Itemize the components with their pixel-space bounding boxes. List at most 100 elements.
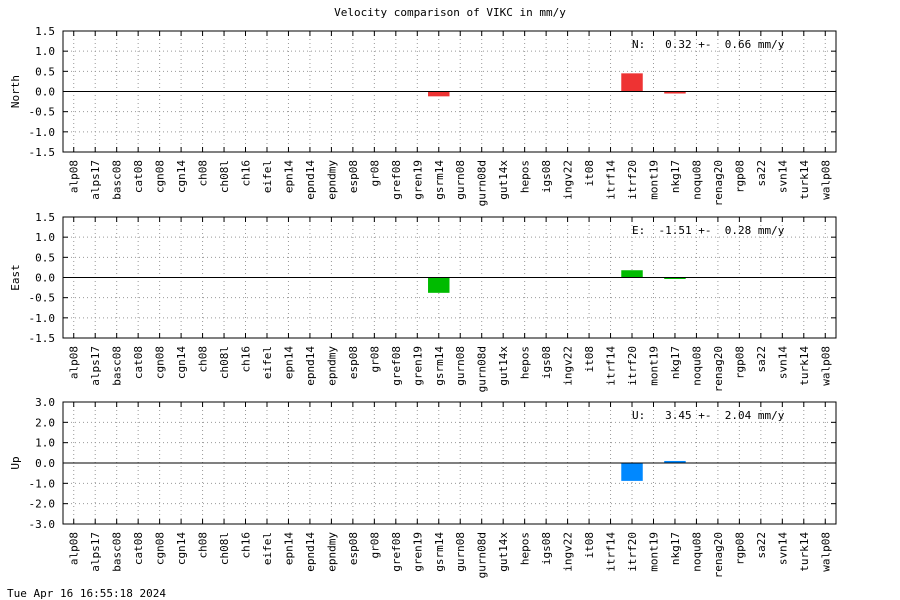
chart-2-xtick-label: gr08 xyxy=(368,532,381,559)
chart-0-xtick-label: nkg17 xyxy=(669,160,682,193)
chart-0-xtick-label: gurn08 xyxy=(454,160,467,200)
chart-2-bar-nkg17 xyxy=(664,460,686,463)
chart-0-xtick-label: eifel xyxy=(261,160,274,193)
chart-2-xtick-label: ch16 xyxy=(240,532,253,559)
chart-0-bar-itrf20 xyxy=(621,73,643,92)
chart-2-xtick-label: eifel xyxy=(261,532,274,565)
chart-1-ytick-label: -1.5 xyxy=(29,332,56,345)
chart-2-xtick-label: hepos xyxy=(519,532,532,565)
chart-0-xtick-label: hepos xyxy=(519,160,532,193)
chart-0-xtick-label: alps17 xyxy=(89,160,102,200)
chart-2-xtick-label: sa22 xyxy=(755,532,768,559)
chart-2-xtick-label: gut14x xyxy=(497,532,510,572)
chart-0-xtick-label: itrf20 xyxy=(626,160,639,200)
chart-0-xtick-label: epnd14 xyxy=(304,160,317,200)
chart-2-frame xyxy=(62,401,837,525)
chart-0-xtick-label: gr08 xyxy=(368,160,381,187)
chart-1-xtick-label: cat08 xyxy=(132,346,145,379)
chart-0-frame xyxy=(62,30,837,153)
chart-2-xtick-label: ingv22 xyxy=(562,532,575,572)
chart-2-xtick-label: mont19 xyxy=(647,532,660,572)
chart-0-xtick-label: turk14 xyxy=(798,160,811,200)
chart-2-xtick-label: ch08l xyxy=(218,532,231,565)
chart-2-ytick-label: -1.0 xyxy=(29,477,56,490)
chart-0-xtick-label: alp08 xyxy=(68,160,81,193)
chart-1-xtick-label: hepos xyxy=(519,346,532,379)
chart-2-xtick-label: turk14 xyxy=(798,532,811,572)
chart-2-xtick-label: alp08 xyxy=(68,532,81,565)
chart-0-xtick-label: walp08 xyxy=(819,160,832,200)
chart-2-xtick-label: alps17 xyxy=(89,532,102,572)
chart-1-xtick-label: nkg17 xyxy=(669,346,682,379)
chart-1-ytick-label: 0.0 xyxy=(35,272,55,285)
chart-1-xtick-label: walp08 xyxy=(819,346,832,386)
chart-2-ytick-label: -2.0 xyxy=(29,498,56,511)
chart-0-xtick-label: noqu08 xyxy=(690,160,703,200)
chart-0-xtick-label: esp08 xyxy=(347,160,360,193)
chart-1-bar-gsrm14 xyxy=(428,277,450,293)
chart-0-xtick-label: ch16 xyxy=(240,160,253,187)
chart-1-xtick-label: svn14 xyxy=(776,346,789,379)
chart-2-xtick-label: epndmy xyxy=(325,532,338,572)
chart-2-xtick-label: noqu08 xyxy=(690,532,703,572)
chart-1-xtick-label: turk14 xyxy=(798,346,811,386)
chart-1-annotation: E: -1.51 +- 0.28 mm/y xyxy=(632,224,785,237)
chart-0-xtick-label: renag20 xyxy=(712,160,725,206)
chart-0-bar-gsrm14 xyxy=(428,91,450,97)
chart-0-ytick-label: -1.0 xyxy=(29,126,56,139)
chart-2-xtick-label: gurn08 xyxy=(454,532,467,572)
chart-0-xtick-label: gut14x xyxy=(497,160,510,200)
chart-2-bar-itrf20 xyxy=(621,463,643,481)
chart-2-xtick-label: gurn08d xyxy=(476,532,489,578)
chart-1-xtick-label: gut14x xyxy=(497,346,510,386)
chart-0-xtick-label: gurn08d xyxy=(476,160,489,206)
chart-1-xtick-label: gref08 xyxy=(390,346,403,386)
chart-1-xtick-label: gurn08d xyxy=(476,346,489,392)
chart-2-xtick-label: basc08 xyxy=(111,532,124,572)
chart-1-xtick-label: esp08 xyxy=(347,346,360,379)
chart-0-xtick-label: rgp08 xyxy=(733,160,746,193)
chart-2-ytick-label: 1.0 xyxy=(35,437,55,450)
chart-0-xtick-label: gref08 xyxy=(390,160,403,200)
chart-0-ytick-label: 0.0 xyxy=(35,86,55,99)
chart-1-xtick-label: gr08 xyxy=(368,346,381,373)
chart-1-ytick-label: 0.5 xyxy=(35,251,55,264)
chart-1-xtick-label: ch16 xyxy=(240,346,253,373)
chart-2-xtick-label: renag20 xyxy=(712,532,725,578)
chart-0-ytick-label: 0.5 xyxy=(35,65,55,78)
chart-1-xtick-label: cgn08 xyxy=(154,346,167,379)
chart-2-xtick-label: itrf20 xyxy=(626,532,639,572)
chart-2-ytick-label: 0.0 xyxy=(35,457,55,470)
chart-2-xtick-label: ch08 xyxy=(197,532,210,559)
chart-1-xtick-label: gurn08 xyxy=(454,346,467,386)
chart-0-ytick-label: 1.5 xyxy=(35,25,55,38)
chart-0-xtick-label: itrf14 xyxy=(605,160,618,200)
chart-1-xtick-label: ch08 xyxy=(197,346,210,373)
chart-2-xtick-label: epnd14 xyxy=(304,532,317,572)
chart-0-ytick-label: 1.0 xyxy=(35,45,55,58)
chart-1-xtick-label: ch08l xyxy=(218,346,231,379)
chart-2-xtick-label: epn14 xyxy=(282,532,295,565)
chart-0-xtick-label: cgn14 xyxy=(175,160,188,193)
chart-2-ytick-label: 2.0 xyxy=(35,416,55,429)
chart-2-xtick-label: itrf14 xyxy=(605,532,618,572)
chart-1-xtick-label: gsrm14 xyxy=(433,346,446,386)
chart-1-xtick-label: alps17 xyxy=(89,346,102,386)
chart-2-xtick-label: gref08 xyxy=(390,532,403,572)
chart-2-xtick-label: rgp08 xyxy=(733,532,746,565)
chart-1-ylabel: East xyxy=(9,264,22,291)
chart-1-xtick-label: ingv22 xyxy=(562,346,575,386)
chart-1-xtick-label: igs08 xyxy=(540,346,553,379)
chart-0-bar-nkg17 xyxy=(664,91,686,94)
chart-2-xtick-label: nkg17 xyxy=(669,532,682,565)
chart-2-xtick-label: cgn08 xyxy=(154,532,167,565)
chart-2-xtick-label: cat08 xyxy=(132,532,145,565)
chart-0-xtick-label: svn14 xyxy=(776,160,789,193)
chart-2-xtick-label: igs08 xyxy=(540,532,553,565)
chart-1-xtick-label: it08 xyxy=(583,346,596,373)
chart-2-xtick-label: gren19 xyxy=(411,532,424,572)
chart-1-xtick-label: itrf14 xyxy=(605,346,618,386)
chart-2-xtick-label: svn14 xyxy=(776,532,789,565)
chart-0-xtick-label: basc08 xyxy=(111,160,124,200)
